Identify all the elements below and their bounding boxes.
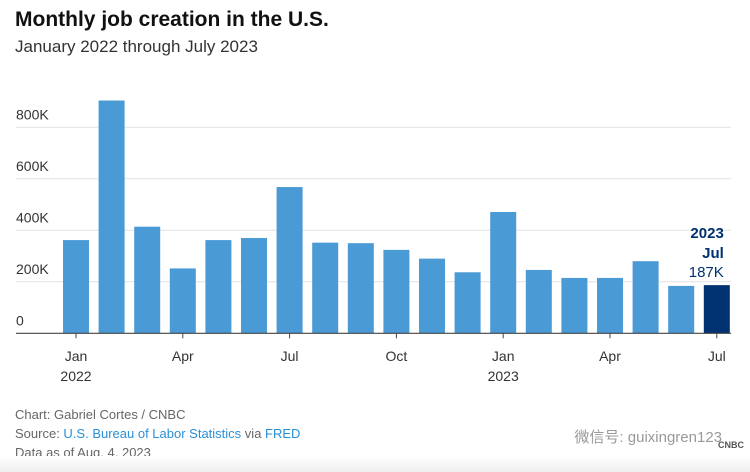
chart-title: Monthly job creation in the U.S.: [15, 8, 329, 31]
y-tick-label: 400K: [16, 209, 49, 225]
x-tick-label: Jul: [281, 348, 299, 364]
x-tick-label: Jan: [65, 348, 88, 364]
bar: [632, 261, 659, 334]
bar: [668, 285, 695, 334]
y-tick-label: 200K: [16, 261, 49, 277]
annotation-year: 2023: [690, 225, 723, 242]
bar: [454, 272, 481, 334]
y-tick-label: 0: [16, 312, 24, 328]
bar: [205, 240, 232, 334]
source-line: Source: U.S. Bureau of Labor Statistics …: [15, 426, 300, 441]
bar: [276, 187, 303, 334]
annotation-month: Jul: [702, 245, 724, 262]
annotation-value: 187K: [689, 264, 724, 281]
bar: [63, 240, 89, 334]
chart-subtitle: January 2022 through July 2023: [15, 37, 258, 56]
x-tick-label: Jul: [708, 348, 726, 364]
bar: [561, 277, 588, 334]
watermark: 微信号: guixingren123: [574, 429, 722, 446]
bar: [98, 100, 125, 334]
bottom-fade: [0, 456, 750, 472]
bar: [312, 242, 339, 334]
source-via: via: [241, 426, 266, 441]
y-tick-label: 600K: [16, 158, 49, 174]
bar: [134, 226, 161, 334]
bar: [383, 249, 410, 334]
bar-chart: 0 200K 400K 600K 800K Jan 2022 Apr Jul Oct Jan 2023…: [16, 100, 731, 384]
bls-link[interactable]: U.S. Bureau of Labor Statistics: [63, 426, 242, 441]
cnbc-logo: CNBC: [718, 440, 744, 450]
y-tick-label: 800K: [16, 106, 49, 122]
bar: [169, 268, 196, 334]
bar: [703, 285, 730, 334]
x-tick-label: Apr: [172, 348, 194, 364]
bar: [347, 243, 374, 334]
bar: [597, 277, 623, 334]
fred-link[interactable]: FRED: [265, 426, 301, 441]
x-tick-label: Oct: [386, 348, 408, 364]
chart-credit: Chart: Gabriel Cortes / CNBC: [15, 407, 186, 422]
x-tick-label: Jan: [492, 348, 515, 364]
bar: [525, 269, 552, 334]
bar: [419, 258, 445, 334]
bar: [241, 238, 267, 334]
x-tick-label: Apr: [599, 348, 621, 364]
x-tick-year: 2023: [488, 368, 519, 384]
x-tick-year: 2022: [60, 368, 91, 384]
source-prefix: Source:: [15, 426, 64, 441]
bar: [490, 212, 517, 334]
